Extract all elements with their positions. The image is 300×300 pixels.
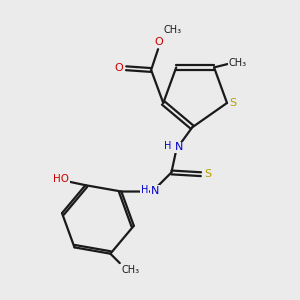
Text: S: S <box>230 98 237 108</box>
Text: CH₃: CH₃ <box>121 265 139 275</box>
Text: N: N <box>151 186 159 196</box>
Text: HO: HO <box>53 174 69 184</box>
Text: N: N <box>175 142 183 152</box>
Text: O: O <box>154 37 163 46</box>
Text: S: S <box>204 169 211 179</box>
Text: CH₃: CH₃ <box>228 58 246 68</box>
Text: O: O <box>114 63 123 73</box>
Text: CH₃: CH₃ <box>164 25 182 35</box>
Text: H: H <box>141 185 148 195</box>
Text: H: H <box>164 141 172 152</box>
